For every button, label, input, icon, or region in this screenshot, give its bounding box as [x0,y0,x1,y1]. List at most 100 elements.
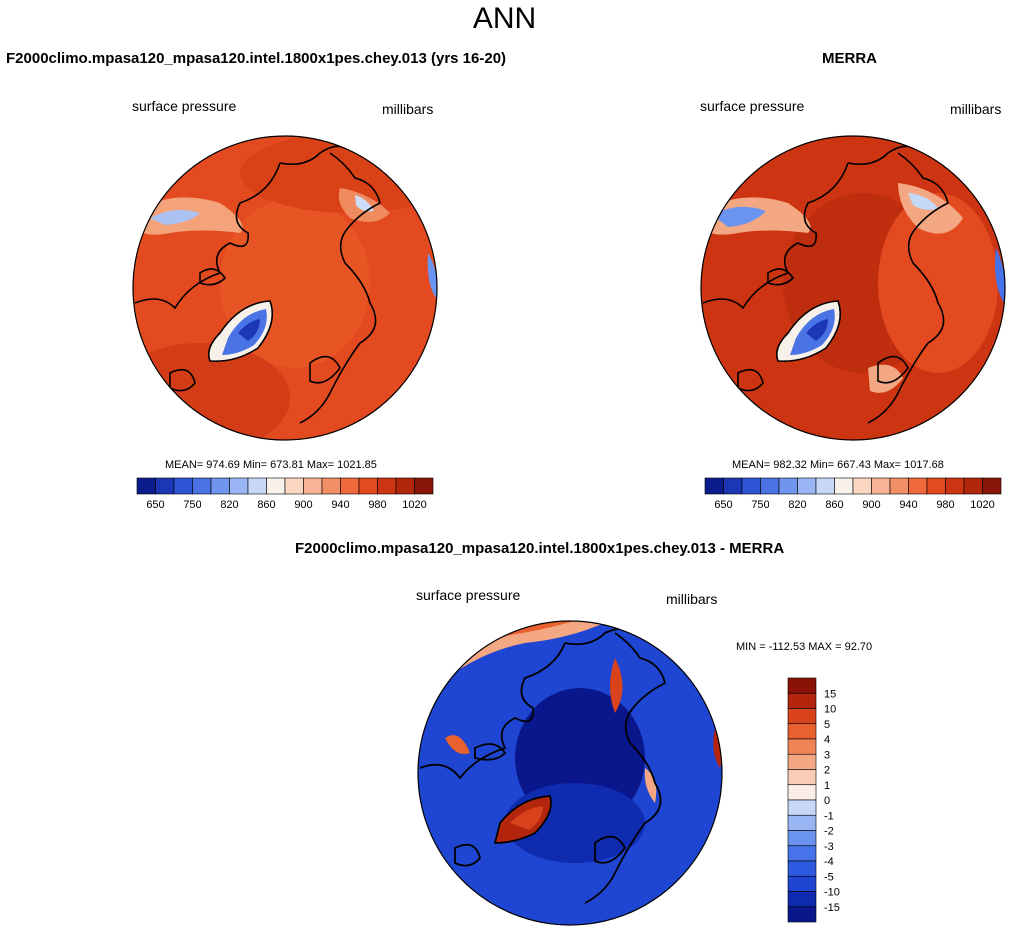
obs-tibet-low-field [995,248,1005,303]
model-colorbar: 650 750 820 860 900 940 980 1020 [136,477,434,511]
diff-siberia-positive-field [610,658,623,713]
model-siberia-low-field [355,195,374,212]
diff-colorbar-tick-label: 5 [824,719,830,731]
diff-colorbar-tick-label: -2 [824,826,834,838]
model-coastlines [134,145,381,424]
model-colorbar-tick-label: 900 [294,499,312,511]
diff-polar-map [417,620,723,926]
diff-colorbar-box [787,860,817,877]
model-colorbar-box [358,477,378,495]
model-panel-title: F2000climo.mpasa120_mpasa120.intel.1800x… [6,50,507,67]
model-colorbar-box [284,477,304,495]
diff-stats: MIN = -112.53 MAX = 92.70 [736,641,873,653]
obs-colorbar-box [797,477,817,495]
obs-colorbar-box [815,477,835,495]
obs-colorbar-box [963,477,983,495]
model-map-border [132,135,438,441]
diff-colorbar-tick-label: -15 [824,902,840,914]
diff-colorbar-tick-label: 1 [824,780,830,792]
obs-siberia-field [878,193,998,373]
model-colorbar-box [414,477,434,495]
obs-colorbar-tick-label: 860 [825,499,843,511]
diff-variable-label: surface pressure [416,587,521,603]
obs-colorbar-box [926,477,946,495]
diff-colorbar-tick-label: -10 [824,887,840,899]
obs-colorbar-tick-label: 820 [788,499,806,511]
diff-colorbar-box [787,906,817,923]
obs-colorbar-tick-label: 650 [714,499,732,511]
model-variable-label: surface pressure [132,98,237,114]
diff-panel-title: F2000climo.mpasa120_mpasa120.intel.1800x… [295,540,785,557]
model-colorbar-box [229,477,249,495]
model-colorbar-box [192,477,212,495]
obs-colorbar-box [945,477,965,495]
obs-colorbar-tick-label: 900 [862,499,880,511]
obs-colorbar-box [723,477,743,495]
diff-colorbar-box [787,738,817,755]
diff-colorbar-tick-label: 2 [824,765,830,777]
obs-map-border [700,135,1006,441]
model-colorbar-tick-label: 980 [368,499,386,511]
model-tibet-low-field [427,253,437,298]
diff-greenland-core-field [510,806,543,830]
model-colorbar-tick-label: 940 [331,499,349,511]
diff-colorbar-box [787,784,817,801]
model-colorbar-box [210,477,230,495]
diff-tibet-positive-field [713,728,722,768]
model-colorbar-tick-label: 750 [183,499,201,511]
diff-urals-positive-field [644,768,657,803]
diff-colorbar-box [787,677,817,694]
diff-units-label: millibars [666,591,718,607]
obs-siberia-low-field [908,193,938,210]
obs-colorbar-tick-label: 750 [751,499,769,511]
diff-colorbar-box [787,708,817,725]
model-polar-map [132,135,438,441]
obs-colorbar-box [908,477,928,495]
diff-colorbar-box [787,830,817,847]
model-colorbar-tick-label: 860 [257,499,275,511]
main-title: ANN [472,2,537,35]
model-colorbar-box [136,477,156,495]
obs-colorbar-box [889,477,909,495]
diff-colorbar-box [787,723,817,740]
diff-colorbar-tick-label: -4 [824,856,834,868]
obs-colorbar-tick-label: 1020 [970,499,994,511]
diff-colorbar-tick-label: -5 [824,871,834,883]
diff-colorbar-tick-label: -1 [824,810,834,822]
obs-colorbar-box [871,477,891,495]
diff-map-border [417,620,723,926]
obs-greenland-core-field [806,319,828,341]
diff-colorbar-tick-label: 4 [824,734,830,746]
model-colorbar-box [155,477,175,495]
obs-colorbar: 650 750 820 860 900 940 980 1020 [704,477,1002,511]
diff-colorbar-box [787,845,817,862]
diff-colorbar-box [787,692,817,709]
model-units-label: millibars [382,101,434,117]
model-stats: MEAN= 974.69 Min= 673.81 Max= 1021.85 [165,459,377,471]
model-colorbar-box [303,477,323,495]
obs-colorbar-box [778,477,798,495]
obs-colorbar-tick-label: 940 [899,499,917,511]
model-rockies-low-field [150,209,200,225]
obs-colorbar-tick-label: 980 [936,499,954,511]
obs-colorbar-box [741,477,761,495]
obs-colorbar-box [704,477,724,495]
model-colorbar-box [377,477,397,495]
obs-polar-map [700,135,1006,441]
diff-colorbar-box [787,875,817,892]
diff-colorbar-box [787,769,817,786]
obs-scandinavia-field [868,364,903,393]
obs-coastlines [702,145,949,424]
diff-rockies-positive-field [445,735,470,754]
diff-colorbar-box [787,814,817,831]
obs-colorbar-box [852,477,872,495]
model-colorbar-box [340,477,360,495]
model-colorbar-box [395,477,415,495]
model-colorbar-box [266,477,286,495]
diff-colorbar-tick-label: 3 [824,749,830,761]
obs-units-label: millibars [950,101,1002,117]
diff-colorbar-tick-label: 15 [824,688,836,700]
obs-rockies-low-field [713,206,766,227]
diff-colorbar-tick-label: 10 [824,704,836,716]
